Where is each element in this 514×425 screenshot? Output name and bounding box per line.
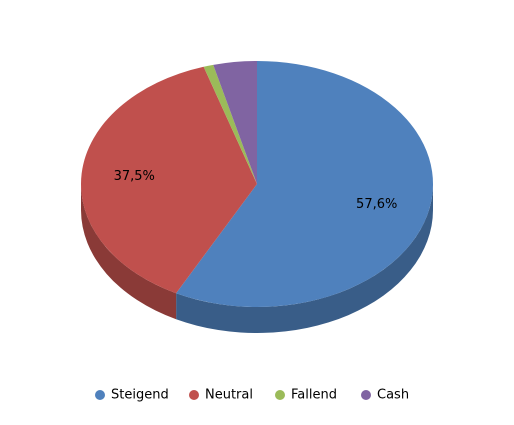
data-label: 57,6% bbox=[356, 197, 397, 212]
legend-label: Fallend bbox=[291, 388, 337, 403]
legend-label: Steigend bbox=[111, 388, 169, 403]
legend-marker bbox=[361, 390, 371, 400]
legend-marker bbox=[189, 390, 199, 400]
legend-marker bbox=[275, 390, 285, 400]
slice bbox=[213, 61, 257, 184]
slice bbox=[81, 66, 257, 294]
legend-label: Cash bbox=[377, 388, 409, 403]
legend-label: Neutral bbox=[205, 388, 253, 403]
slice-side bbox=[176, 184, 433, 333]
slice bbox=[176, 61, 434, 307]
legend-marker bbox=[95, 390, 105, 400]
slice bbox=[203, 64, 257, 184]
slice-side bbox=[81, 184, 177, 320]
data-label: 37,5% bbox=[114, 169, 155, 184]
